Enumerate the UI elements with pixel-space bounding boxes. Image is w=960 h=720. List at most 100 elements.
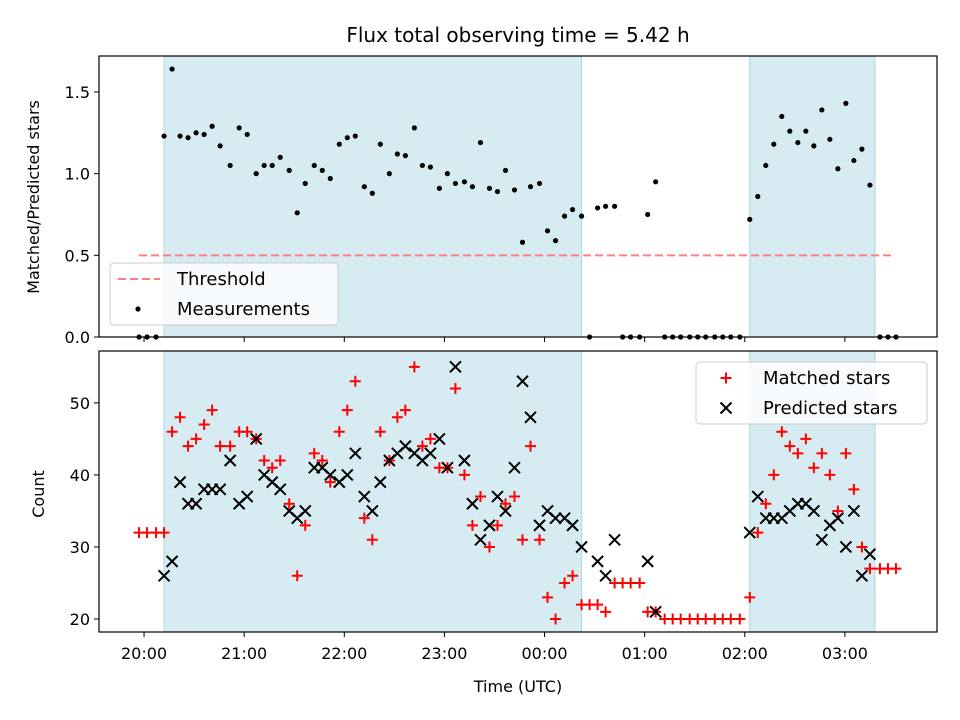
data-point [449, 360, 462, 374]
data-point [533, 519, 546, 532]
chart-title: Flux total observing time = 5.42 h [346, 23, 689, 47]
data-point [366, 534, 378, 546]
data-point [358, 490, 371, 503]
data-point [549, 511, 562, 525]
data-point [336, 141, 342, 147]
data-point [808, 462, 820, 474]
top-y-axis-label: Matched/Predicted stars [24, 100, 43, 294]
data-point [855, 569, 869, 583]
data-point [851, 157, 857, 164]
data-point [612, 203, 618, 209]
legend-box [695, 361, 928, 425]
data-point [575, 540, 588, 554]
legend-label: Predicted stars [763, 398, 897, 419]
data-point [316, 455, 328, 467]
legend: Matched stars Predicted stars [695, 361, 928, 425]
data-point [394, 151, 400, 157]
data-point [185, 135, 191, 141]
data-point [466, 519, 478, 531]
data-point [525, 440, 537, 452]
data-point [867, 182, 873, 188]
data-point [839, 540, 853, 554]
data-point [569, 206, 576, 213]
data-point [461, 179, 468, 185]
data-point [286, 167, 292, 173]
data-point [399, 439, 412, 453]
data-point [253, 171, 259, 177]
data-point [319, 167, 325, 173]
data-point [815, 533, 829, 546]
data-point [594, 205, 601, 211]
data-point [641, 555, 654, 568]
data-point [449, 382, 461, 394]
x-tick-label: 02:00 [722, 644, 768, 663]
data-point [744, 591, 756, 603]
data-point [444, 171, 451, 177]
data-point [214, 440, 226, 452]
data-point [458, 469, 470, 481]
data-point [816, 447, 828, 459]
data-point [424, 447, 437, 460]
data-point [811, 143, 817, 149]
data-point [361, 184, 367, 190]
data-point [452, 180, 459, 187]
data-point [161, 133, 167, 139]
x-tick-label: 20:00 [121, 644, 167, 663]
data-point [511, 187, 518, 193]
data-point [244, 131, 250, 138]
data-point [424, 433, 436, 445]
data-point [274, 483, 287, 496]
data-point [349, 375, 361, 387]
data-point [166, 426, 178, 438]
data-point [441, 461, 454, 474]
x-tick-label: 21:00 [221, 644, 267, 663]
data-point [369, 190, 375, 196]
legend-box [109, 262, 339, 326]
data-point [174, 411, 186, 423]
legend-predicted-marker [719, 401, 733, 415]
data-point [182, 440, 194, 452]
data-point [158, 527, 170, 539]
x-tick-label: 23:00 [421, 644, 467, 663]
data-point [209, 123, 215, 129]
data-point [241, 426, 253, 438]
data-point [189, 497, 203, 510]
x-tick-label: 22:00 [321, 644, 367, 663]
data-point [835, 166, 841, 172]
data-point [491, 519, 503, 531]
data-point [552, 238, 559, 244]
data-point [399, 404, 411, 416]
data-point [294, 210, 300, 216]
data-point [653, 179, 659, 185]
data-point [344, 135, 350, 141]
bottom-y-axis-label: Count [29, 470, 48, 518]
data-point [249, 432, 263, 446]
axes-frame [98, 55, 938, 338]
data-point [436, 185, 443, 191]
data-point [466, 497, 479, 510]
data-point [603, 203, 609, 209]
observing-window [163, 350, 583, 633]
data-point [416, 440, 428, 452]
data-point [863, 547, 877, 561]
data-point [864, 563, 876, 575]
y-tick-label: 50 [70, 394, 90, 413]
data-point [374, 426, 386, 438]
data-point [550, 613, 562, 625]
data-point [483, 541, 495, 553]
y-tick-label: 1.0 [65, 165, 90, 184]
x-tick-label: 00:00 [521, 644, 567, 663]
data-point [734, 613, 746, 625]
data-point [859, 146, 865, 152]
axes-frame [98, 350, 938, 633]
data-point [352, 133, 358, 139]
data-point [277, 154, 283, 160]
data-point [645, 211, 651, 218]
data-point [427, 164, 433, 170]
legend: Threshold Measurements [109, 262, 339, 326]
data-point [474, 491, 486, 503]
data-point [165, 555, 179, 568]
data-point [349, 447, 362, 460]
data-point [792, 447, 804, 459]
data-point [516, 375, 529, 388]
